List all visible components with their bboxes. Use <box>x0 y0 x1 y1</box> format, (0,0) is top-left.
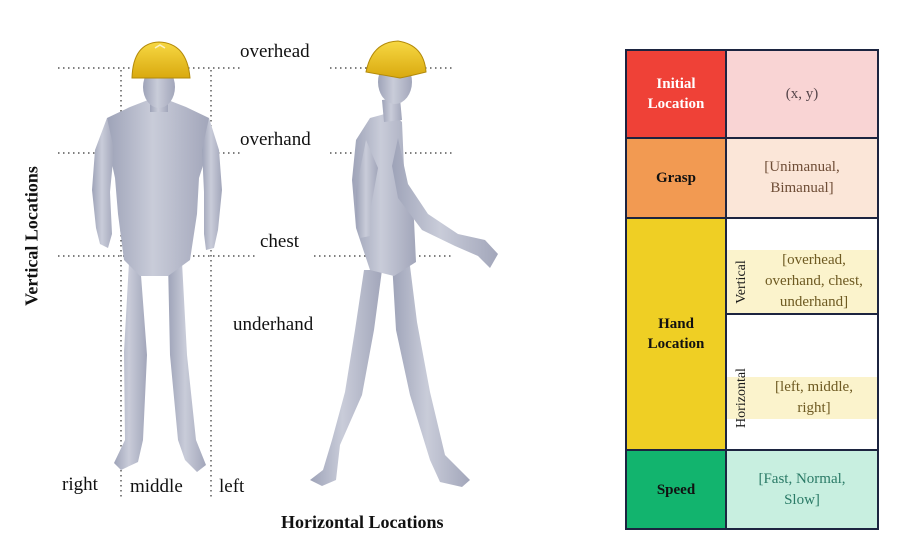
hand-vertical-value: [overhead, overhand, chest, underhand] <box>765 252 863 310</box>
table-value-grasp: [Unimanual, Bimanual] <box>727 139 877 219</box>
table-value-initial-location: (x, y) <box>727 51 877 139</box>
figure-drawing <box>58 40 498 500</box>
attribute-table: Initial Location (x, y) Grasp [Unimanual… <box>625 49 879 530</box>
label-chest: chest <box>260 231 300 252</box>
hand-horizontal-subrow: Horizontal [left, middle, right] <box>727 368 877 427</box>
side-figure <box>310 40 498 487</box>
hand-horizontal-value: [left, middle, right] <box>775 378 853 416</box>
label-underhand: underhand <box>233 314 314 335</box>
horizontal-guide-lines <box>120 70 212 500</box>
table-value-hand-location: Vertical [overhead, overhand, chest, und… <box>727 219 877 451</box>
hand-horizontal-title: Horizontal <box>734 367 749 428</box>
label-middle: middle <box>130 476 183 497</box>
table-value-speed: [Fast, Normal, Slow] <box>727 451 877 528</box>
horizontal-axis-title: Horizontal Locations <box>281 512 444 532</box>
hand-vertical-subrow: Vertical [overhead, overhand, chest, und… <box>727 250 877 315</box>
label-overhead: overhead <box>240 41 310 62</box>
label-overhand: overhand <box>240 129 311 150</box>
vertical-axis-title: Vertical Locations <box>21 166 42 306</box>
label-left: left <box>219 476 245 497</box>
location-diagram: overhead overhand chest underhand right … <box>21 40 498 532</box>
hand-vertical-title: Vertical <box>734 259 749 304</box>
label-right: right <box>62 474 98 495</box>
table-key-initial-location: Initial Location <box>627 51 727 139</box>
table-key-hand-location: Hand Location <box>627 219 727 451</box>
side-helmet-icon <box>365 40 427 79</box>
table-key-speed: Speed <box>627 451 727 528</box>
front-figure <box>92 41 222 472</box>
front-helmet-icon <box>131 41 191 79</box>
table-key-grasp: Grasp <box>627 139 727 219</box>
